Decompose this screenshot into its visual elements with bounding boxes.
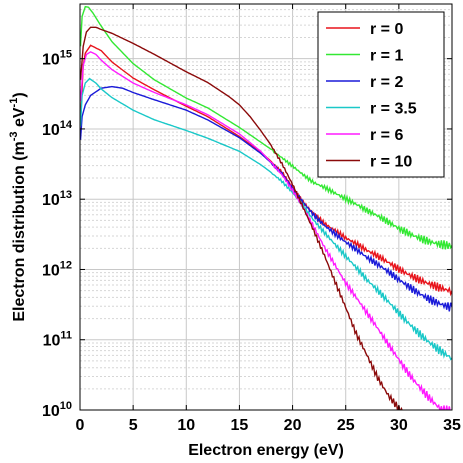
y-axis-label-main: Electron distribution (m: [11, 141, 28, 321]
legend-label: r = 2: [370, 74, 403, 91]
y-tick-label: 1012: [42, 259, 72, 279]
y-tick-label: 1010: [42, 400, 72, 420]
legend-label: r = 3.5: [370, 101, 417, 118]
y-tick-label: 1015: [42, 49, 72, 69]
legend-label: r = 10: [370, 154, 412, 171]
series-line: [80, 85, 452, 312]
x-tick-label: 15: [231, 417, 249, 434]
y-axis-label: Electron distribution (m-3 eV-1): [8, 92, 28, 321]
y-axis-label-exp2: -1: [8, 98, 20, 108]
y-axis-label-exp1: -3: [8, 131, 20, 141]
tick-marks: [79, 4, 453, 411]
legend-label: r = 1: [370, 48, 403, 65]
legend-box: [317, 11, 445, 178]
x-axis-label: Electron energy (eV): [188, 442, 344, 459]
y-axis-label-end: ): [11, 92, 28, 97]
x-tick-label: 10: [177, 417, 195, 434]
series-line: [80, 51, 452, 410]
legend: r = 0 r = 1 r = 2 r = 3.5 r = 6 r = 10: [317, 11, 445, 178]
y-tick-label: 1011: [43, 330, 72, 350]
series-line: [80, 5, 452, 250]
x-tick-label: 0: [76, 417, 85, 434]
legend-label: r = 0: [370, 21, 403, 38]
plot-frame: [79, 3, 453, 411]
x-tick-label: 30: [390, 417, 408, 434]
x-tick-label: 25: [337, 417, 355, 434]
legend-label: r = 6: [370, 127, 403, 144]
x-tick-label: 5: [129, 417, 138, 434]
y-axis-label-mid: eV: [11, 107, 28, 131]
y-tick-label: 1013: [42, 189, 72, 209]
x-tick-label: 35: [443, 417, 461, 434]
y-tick-label: 1014: [42, 119, 73, 139]
x-tick-labels: 0 5 10 15 20 25 30 35: [76, 417, 461, 434]
y-tick-labels: 1010 1011 1012 1013 1014 1015: [42, 49, 73, 420]
x-tick-label: 20: [284, 417, 302, 434]
series-line: [80, 26, 405, 410]
series-line: [80, 77, 452, 361]
series-lines: [80, 5, 452, 410]
